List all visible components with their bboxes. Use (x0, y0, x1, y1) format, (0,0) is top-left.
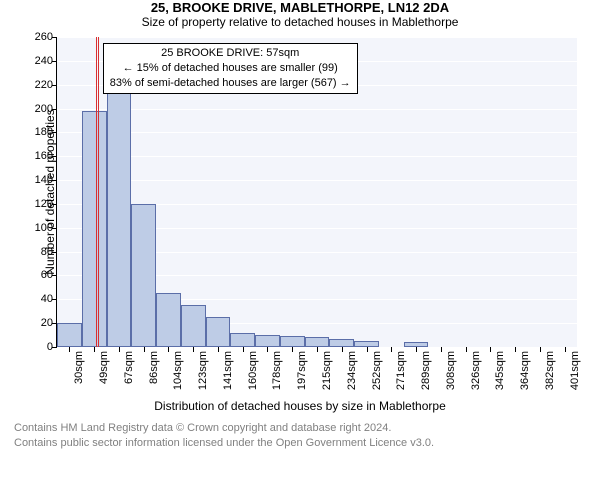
page-title: 25, BROOKE DRIVE, MABLETHORPE, LN12 2DA (0, 0, 600, 15)
xtick-label: 345sqm (494, 351, 506, 390)
footer-line: Contains HM Land Registry data © Crown c… (14, 421, 600, 436)
ytick-label: 60 (41, 269, 57, 281)
xtick-mark (367, 347, 368, 352)
ytick-label: 180 (35, 126, 57, 138)
xtick-label: 401sqm (569, 351, 581, 390)
annotation-box: 25 BROOKE DRIVE: 57sqm← 15% of detached … (103, 43, 358, 94)
gridline (57, 132, 577, 133)
ytick-label: 160 (35, 150, 57, 162)
xtick-label: 49sqm (98, 351, 110, 384)
xtick-mark (490, 347, 491, 352)
histogram-bar (57, 323, 82, 347)
annotation-line: 25 BROOKE DRIVE: 57sqm (110, 46, 351, 61)
xtick-label: 104sqm (172, 351, 184, 390)
xtick-mark (193, 347, 194, 352)
ytick-label: 40 (41, 293, 57, 305)
ytick-label: 200 (35, 103, 57, 115)
xtick-mark (243, 347, 244, 352)
xtick-mark (218, 347, 219, 352)
xtick-mark (441, 347, 442, 352)
chart-area: Number of detached properties 0204060801… (56, 37, 576, 347)
footer-line: Contains public sector information licen… (14, 436, 600, 451)
ytick-label: 140 (35, 174, 57, 186)
property-marker-line (98, 37, 99, 347)
xtick-mark (416, 347, 417, 352)
xtick-label: 30sqm (73, 351, 85, 384)
property-marker-line (96, 37, 97, 347)
xtick-label: 271sqm (395, 351, 407, 390)
xtick-mark (144, 347, 145, 352)
histogram-bar (131, 204, 156, 347)
ytick-label: 20 (41, 317, 57, 329)
xtick-label: 364sqm (519, 351, 531, 390)
ytick-label: 100 (35, 222, 57, 234)
xtick-label: 382sqm (544, 351, 556, 390)
xtick-label: 308sqm (445, 351, 457, 390)
xtick-label: 160sqm (247, 351, 259, 390)
ytick-label: 220 (35, 79, 57, 91)
ytick-label: 120 (35, 198, 57, 210)
xtick-label: 326sqm (470, 351, 482, 390)
xtick-mark (292, 347, 293, 352)
ytick-label: 0 (47, 341, 57, 353)
gridline (57, 37, 577, 38)
xtick-mark (168, 347, 169, 352)
xtick-mark (466, 347, 467, 352)
plot-region: 02040608010012014016018020022024026030sq… (56, 37, 577, 348)
xtick-mark (391, 347, 392, 352)
histogram-bar (305, 337, 330, 347)
xtick-label: 215sqm (321, 351, 333, 390)
histogram-bar (107, 79, 132, 347)
histogram-bar (82, 111, 107, 347)
ytick-label: 260 (35, 31, 57, 43)
xtick-label: 289sqm (420, 351, 432, 390)
histogram-bar (181, 305, 206, 347)
page-subtitle: Size of property relative to detached ho… (0, 15, 600, 29)
xtick-label: 67sqm (123, 351, 135, 384)
xtick-mark (267, 347, 268, 352)
xtick-mark (565, 347, 566, 352)
xtick-label: 178sqm (271, 351, 283, 390)
histogram-bar (280, 336, 305, 347)
gridline (57, 156, 577, 157)
histogram-bar (329, 339, 354, 347)
ytick-label: 240 (35, 55, 57, 67)
xtick-mark (540, 347, 541, 352)
xtick-mark (515, 347, 516, 352)
annotation-line: ← 15% of detached houses are smaller (99… (110, 61, 351, 76)
xtick-mark (119, 347, 120, 352)
annotation-line: 83% of semi-detached houses are larger (… (110, 76, 351, 91)
ytick-label: 80 (41, 246, 57, 258)
x-axis-label: Distribution of detached houses by size … (0, 399, 600, 413)
xtick-label: 252sqm (371, 351, 383, 390)
gridline (57, 180, 577, 181)
xtick-mark (94, 347, 95, 352)
xtick-label: 86sqm (148, 351, 160, 384)
gridline (57, 109, 577, 110)
xtick-mark (317, 347, 318, 352)
xtick-mark (342, 347, 343, 352)
xtick-label: 123sqm (197, 351, 209, 390)
footer: Contains HM Land Registry data © Crown c… (0, 421, 600, 451)
histogram-bar (255, 335, 280, 347)
histogram-bar (230, 333, 255, 347)
histogram-bar (206, 317, 231, 347)
xtick-label: 197sqm (296, 351, 308, 390)
xtick-mark (69, 347, 70, 352)
histogram-bar (156, 293, 181, 347)
xtick-label: 234sqm (346, 351, 358, 390)
xtick-label: 141sqm (222, 351, 234, 390)
